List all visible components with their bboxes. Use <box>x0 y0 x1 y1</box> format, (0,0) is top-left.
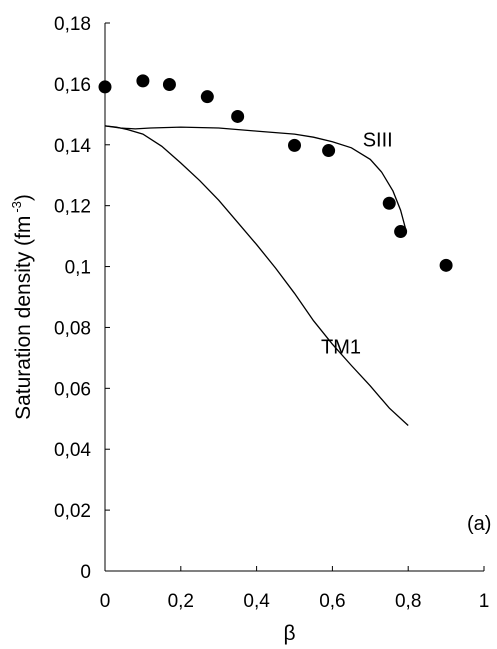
annotation-a: (a) <box>467 513 491 535</box>
data-point <box>231 109 245 123</box>
data-point <box>98 80 112 94</box>
x-ticks: 0 0,2 0,4 0,6 0,8 1 <box>100 566 490 612</box>
data-point <box>288 138 301 152</box>
y-tick-label: 0,12 <box>54 197 91 218</box>
x-tick-label: 0,8 <box>395 591 421 612</box>
annotations: SIII TM1 (a) <box>321 129 491 535</box>
annotation-tm1: TM1 <box>321 336 361 358</box>
series-layer <box>98 74 453 426</box>
data-point <box>439 258 453 272</box>
x-tick-label: 0,6 <box>319 591 345 612</box>
x-tick-label: 0 <box>100 591 111 612</box>
x-tick-label: 0,2 <box>168 591 194 612</box>
data-point <box>394 225 408 239</box>
y-axis-title: Saturation density (fm -3) <box>9 194 35 420</box>
x-tick-label: 0,4 <box>243 591 270 612</box>
data-point <box>136 74 150 88</box>
y-axis-title-superscript: -3 <box>9 201 24 213</box>
axes <box>104 23 484 572</box>
y-axis-title-close: ) <box>12 194 35 201</box>
y-tick-label: 0 <box>80 562 91 583</box>
data-point <box>382 196 396 210</box>
data-point <box>322 144 336 158</box>
x-tick-label: 1 <box>479 591 490 612</box>
y-tick-label: 0,02 <box>54 501 91 522</box>
y-tick-label: 0,08 <box>54 318 91 339</box>
data-point <box>200 90 214 104</box>
y-tick-label: 0,14 <box>54 136 91 157</box>
data-point <box>162 77 176 91</box>
curve-siii <box>104 125 407 232</box>
y-tick-label: 0,04 <box>54 440 91 461</box>
y-axis-title-main: Saturation density (fm <box>12 216 35 420</box>
annotation-siii: SIII <box>363 129 393 151</box>
x-axis-title: β <box>283 622 295 645</box>
y-tick-label: 0,06 <box>54 379 91 400</box>
y-tick-label: 0,18 <box>54 14 91 35</box>
y-tick-label: 0,16 <box>54 75 91 96</box>
y-ticks: 0 0,02 0,04 0,06 0,08 0,1 0,12 0,14 0,16 0,18 <box>54 14 110 583</box>
curve-tm1 <box>104 125 409 426</box>
y-tick-label: 0,1 <box>65 258 91 279</box>
